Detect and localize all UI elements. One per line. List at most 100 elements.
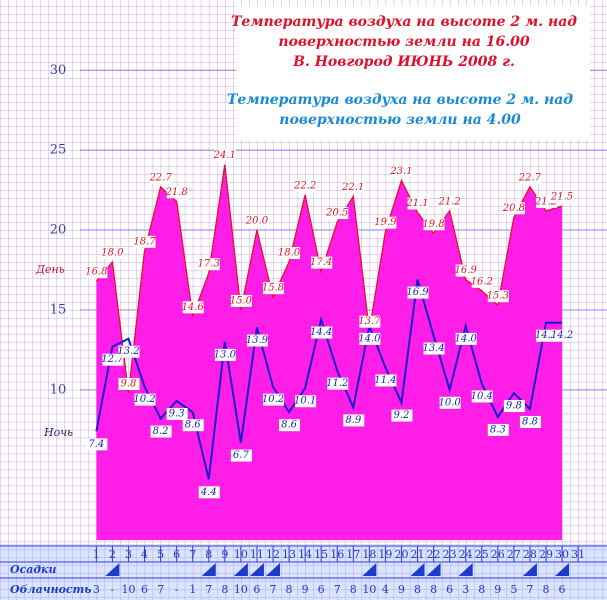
value-label-box (198, 258, 220, 271)
cloud-value: - (175, 583, 179, 596)
value-label: 18.0 (101, 248, 124, 259)
value-label-box (118, 345, 140, 358)
x-tick-label: 9 (221, 548, 228, 561)
cloud-value: 9 (494, 583, 501, 596)
precip-mark (458, 563, 473, 576)
x-tick-label: 1 (93, 548, 100, 561)
value-label-box (214, 149, 236, 162)
value-label-box (359, 332, 381, 345)
value-label-box (535, 195, 557, 208)
cloud-value: 8 (414, 583, 421, 596)
value-label-box (503, 400, 525, 413)
cloud-value: 6 (318, 583, 325, 596)
value-label: 22.2 (293, 180, 316, 191)
value-label: 14.0 (455, 333, 478, 344)
x-tick-label: 12 (266, 548, 280, 561)
value-label-box (375, 374, 397, 387)
value-label: 24.1 (213, 150, 236, 161)
value-label: 8.8 (522, 416, 538, 427)
cloud-value: 6 (253, 583, 260, 596)
value-label-box (134, 235, 156, 248)
x-tick-label: 15 (314, 548, 328, 561)
value-label: 9.8 (506, 401, 522, 412)
x-tick-label: 3 (125, 548, 132, 561)
value-label: 6.7 (233, 450, 250, 461)
value-label: 19.9 (374, 217, 397, 228)
value-label-box (134, 393, 156, 406)
value-label: 17.4 (310, 257, 332, 268)
value-label-box (359, 315, 381, 328)
value-label: 16.2 (471, 276, 493, 287)
x-tick-label: 28 (523, 548, 537, 561)
value-label-box (503, 202, 525, 215)
value-label-box (471, 275, 493, 288)
x-tick-label: 18 (362, 548, 376, 561)
y-tick-label: 15 (50, 302, 67, 317)
value-label: 15.8 (262, 283, 284, 294)
value-label-box (439, 396, 461, 409)
value-label-box (343, 181, 365, 194)
x-tick-label: 27 (507, 548, 521, 561)
value-label: 14.2 (551, 330, 573, 341)
cloud-value: 3 (93, 583, 100, 596)
value-label: 10.0 (438, 397, 461, 408)
value-label: 8.3 (490, 424, 506, 435)
value-label-box (471, 390, 493, 403)
titles: Температура воздуха на высоте 2 м. над п… (227, 14, 577, 128)
value-label-box (519, 415, 541, 428)
value-label: 20.5 (325, 208, 348, 219)
value-label-box (487, 423, 509, 436)
value-label: 21.2 (437, 196, 460, 207)
precip-mark (265, 563, 280, 576)
x-tick-label: 21 (411, 548, 425, 561)
x-tick-label: 6 (173, 548, 180, 561)
x-tick-label: 13 (282, 548, 296, 561)
value-label-box (295, 179, 317, 192)
cloud-value: 6 (141, 583, 148, 596)
value-label-box (150, 171, 172, 184)
x-tick-label: 24 (459, 548, 473, 561)
value-label-box (214, 348, 236, 361)
value-label: 22.1 (341, 182, 364, 193)
value-label-box (198, 486, 220, 499)
value-label-box (230, 294, 252, 307)
title-day: поверхностью земли на 16.00 (278, 34, 529, 50)
value-label: 16.8 (85, 267, 107, 278)
precip-mark (233, 563, 248, 576)
value-label: 8.9 (345, 415, 362, 426)
precip-mark (362, 563, 377, 576)
value-label: 10.1 (294, 396, 316, 407)
value-label-box (455, 264, 477, 277)
cloud-value: 3 (462, 583, 469, 596)
x-tick-label: 5 (157, 548, 164, 561)
value-label: 8.6 (281, 420, 298, 431)
value-label: 18.0 (278, 248, 301, 259)
value-label: 10.4 (471, 391, 493, 402)
value-label: 16.9 (406, 287, 429, 298)
value-label-box (439, 195, 461, 208)
x-tick-label: 31 (571, 548, 585, 561)
value-label-box (552, 329, 574, 342)
value-label-box (375, 216, 397, 229)
value-label: 13.0 (214, 349, 237, 360)
value-label-box (535, 329, 557, 342)
value-label-box (102, 353, 124, 366)
value-label: 21.5 (550, 192, 573, 203)
value-label: 18.7 (133, 236, 156, 247)
value-label: 10.2 (262, 394, 284, 405)
value-label: 9.8 (121, 379, 137, 390)
precip-mark (522, 563, 537, 576)
x-tick-label: 10 (234, 548, 248, 561)
cloud-value: 9 (398, 583, 405, 596)
value-label-box (327, 207, 349, 220)
cloud-value: 5 (510, 583, 517, 596)
value-label: 12.7 (101, 354, 124, 365)
value-label-box (182, 301, 204, 314)
x-tick-label: 30 (555, 548, 569, 561)
x-tick-label: 17 (346, 548, 360, 561)
cloud-value: 10 (362, 583, 376, 596)
value-label-box (311, 326, 333, 339)
value-label: 15.3 (487, 291, 509, 302)
value-label: 23.1 (389, 166, 412, 177)
